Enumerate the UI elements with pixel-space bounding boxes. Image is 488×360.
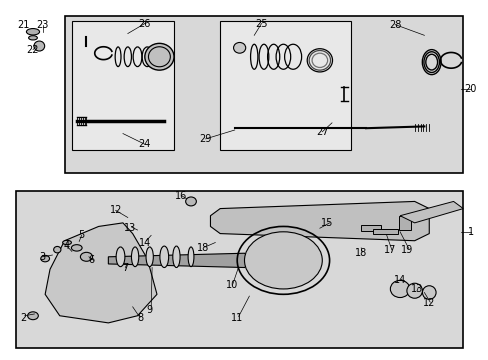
- Text: 25: 25: [255, 18, 267, 28]
- Ellipse shape: [26, 28, 40, 35]
- Ellipse shape: [28, 312, 38, 320]
- Text: 4: 4: [64, 241, 70, 251]
- Ellipse shape: [422, 286, 435, 299]
- FancyBboxPatch shape: [64, 16, 462, 173]
- Text: 23: 23: [37, 19, 49, 30]
- Ellipse shape: [172, 246, 180, 267]
- Ellipse shape: [146, 247, 153, 267]
- Text: 7: 7: [122, 262, 128, 273]
- Text: 11: 11: [231, 312, 243, 323]
- Text: 19: 19: [401, 245, 413, 255]
- Text: 18: 18: [197, 243, 209, 253]
- Polygon shape: [45, 223, 157, 323]
- Text: 12: 12: [422, 298, 434, 308]
- Text: 14: 14: [393, 275, 406, 285]
- Text: 21: 21: [17, 19, 29, 30]
- Text: 6: 6: [88, 255, 94, 265]
- Text: 2: 2: [20, 312, 26, 323]
- Text: 14: 14: [139, 238, 151, 248]
- Ellipse shape: [160, 246, 168, 267]
- Text: 5: 5: [79, 230, 84, 240]
- Bar: [220, 21, 351, 150]
- Ellipse shape: [185, 197, 196, 206]
- Text: 24: 24: [139, 139, 151, 149]
- Bar: [72, 21, 174, 150]
- Circle shape: [244, 232, 322, 289]
- Text: 17: 17: [384, 245, 396, 255]
- Bar: [398, 216, 410, 230]
- Text: 16: 16: [175, 191, 187, 201]
- Text: 15: 15: [320, 218, 333, 228]
- Ellipse shape: [41, 255, 49, 262]
- Text: 3: 3: [40, 252, 46, 262]
- Text: 12: 12: [109, 205, 122, 215]
- Ellipse shape: [80, 252, 92, 261]
- Polygon shape: [108, 253, 254, 267]
- Bar: [361, 225, 380, 231]
- Ellipse shape: [233, 42, 245, 53]
- Text: 29: 29: [199, 134, 211, 144]
- Ellipse shape: [71, 245, 82, 251]
- Ellipse shape: [34, 41, 44, 51]
- Polygon shape: [399, 202, 462, 223]
- Text: 22: 22: [27, 45, 39, 55]
- Polygon shape: [210, 202, 428, 241]
- Text: 28: 28: [388, 19, 401, 30]
- Ellipse shape: [116, 247, 124, 267]
- Ellipse shape: [54, 247, 61, 253]
- Text: 9: 9: [146, 305, 152, 315]
- Text: 8: 8: [137, 312, 142, 323]
- Text: 26: 26: [139, 18, 151, 28]
- Text: 1: 1: [467, 227, 473, 237]
- Text: 20: 20: [464, 84, 476, 94]
- Ellipse shape: [406, 283, 422, 298]
- Ellipse shape: [131, 247, 139, 267]
- Text: 10: 10: [226, 280, 238, 291]
- Bar: [372, 229, 397, 234]
- Ellipse shape: [188, 247, 194, 267]
- Ellipse shape: [62, 240, 71, 245]
- FancyBboxPatch shape: [16, 191, 462, 348]
- Text: 18: 18: [354, 248, 366, 258]
- Text: 13: 13: [124, 223, 136, 233]
- Text: 13: 13: [410, 284, 423, 294]
- Ellipse shape: [29, 36, 37, 40]
- Text: 27: 27: [315, 127, 328, 137]
- Ellipse shape: [144, 43, 174, 70]
- Ellipse shape: [389, 280, 409, 297]
